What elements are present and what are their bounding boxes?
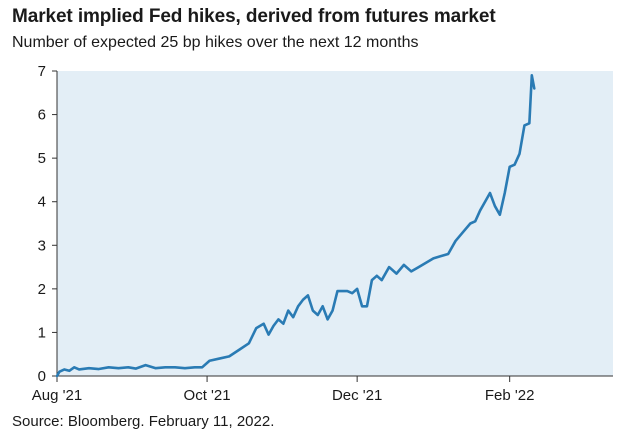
plot-area: [57, 71, 613, 376]
x-axis: Aug '21 Oct '21 Dec '21 Feb '22: [32, 375, 613, 404]
x-tick-label: Aug '21: [32, 387, 82, 404]
y-tick-label: 2: [38, 281, 46, 298]
source-note: Source: Bloomberg. February 11, 2022.: [12, 413, 275, 430]
y-tick-label: 0: [38, 368, 46, 385]
x-tick-label: Feb '22: [485, 387, 535, 404]
y-tick-label: 7: [38, 63, 46, 80]
y-tick-label: 1: [38, 324, 46, 341]
y-axis: 0 1 2 3 4 5 6 7: [38, 63, 58, 385]
y-tick-label: 3: [38, 237, 46, 254]
chart-title: Market implied Fed hikes, derived from f…: [12, 6, 496, 27]
y-tick-label: 5: [38, 150, 46, 167]
series-line: [55, 74, 536, 378]
chart-subtitle: Number of expected 25 bp hikes over the …: [12, 34, 419, 51]
y-tick-label: 4: [38, 194, 46, 211]
series-group: [55, 74, 536, 378]
x-tick-label: Oct '21: [184, 387, 231, 404]
x-tick-label: Dec '21: [332, 387, 382, 404]
y-tick-label: 6: [38, 107, 46, 124]
